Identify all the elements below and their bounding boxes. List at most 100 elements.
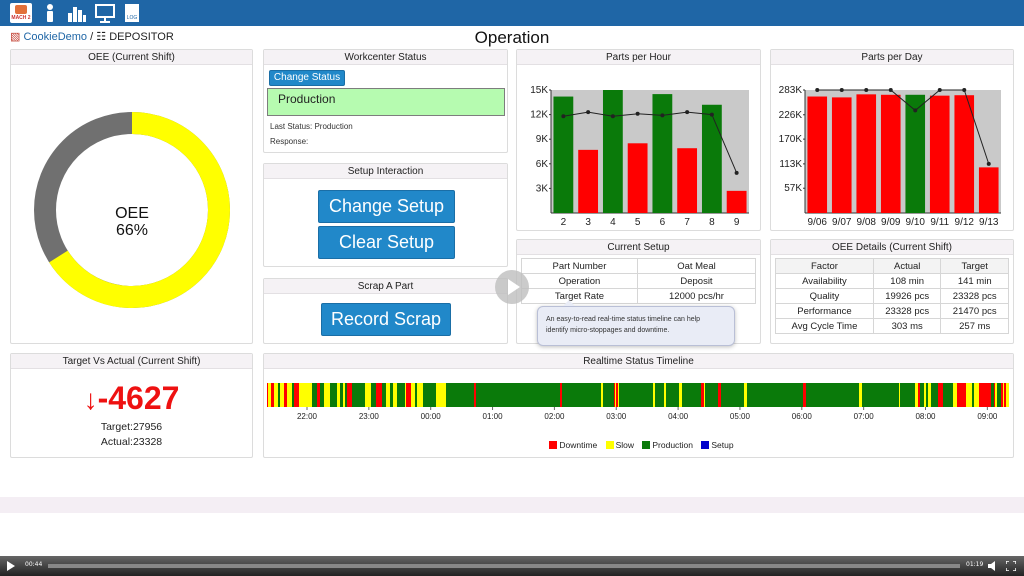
play-overlay-icon[interactable] [495, 270, 529, 304]
status-segment [616, 383, 618, 407]
time-tick-label: 02:00 [544, 412, 565, 421]
trend-point [709, 112, 714, 117]
y-tick-label: 283K [779, 85, 803, 96]
time-tick-label: 06:00 [792, 412, 813, 421]
time-tick-label: 00:00 [421, 412, 442, 421]
table-header-row: Factor Actual Target [775, 258, 1009, 274]
log-icon-label: LOG [127, 15, 138, 21]
status-segment [280, 383, 284, 407]
change-status-button[interactable]: Change Status [269, 70, 345, 86]
equipment-icon: ☷ [96, 31, 107, 43]
status-timeline-title: Realtime Status Timeline [264, 354, 1013, 369]
status-segment [271, 383, 274, 407]
y-tick-label: 6K [536, 159, 549, 170]
status-segment [986, 383, 989, 407]
setup-interaction-title: Setup Interaction [264, 164, 507, 179]
status-segment [311, 383, 312, 407]
status-segment [411, 383, 412, 407]
status-segment [307, 383, 311, 407]
volume-icon[interactable] [988, 561, 998, 571]
info-tooltip: An easy-to-read real-time status timelin… [537, 300, 735, 346]
target-vs-actual-title: Target Vs Actual (Current Shift) [11, 354, 252, 369]
video-progress-track[interactable] [48, 564, 960, 568]
table-cell: 21470 pcs [940, 303, 1009, 319]
status-segment [957, 383, 959, 407]
table-cell: Part Number [521, 258, 638, 274]
status-segment [916, 383, 918, 407]
bar [831, 97, 852, 213]
table-cell: 23328 pcs [940, 288, 1009, 304]
status-segment [803, 383, 806, 407]
status-segment [267, 383, 268, 407]
status-segment [994, 383, 995, 407]
current-setup-title: Current Setup [517, 240, 760, 255]
bar [856, 94, 877, 213]
trend-point [913, 108, 918, 113]
breadcrumb: ▧ CookieDemo / ☷ DEPOSITOR [10, 30, 174, 43]
bar-chart-icon[interactable] [67, 3, 87, 23]
status-segment [653, 383, 655, 407]
monitor-icon[interactable] [95, 3, 115, 23]
bar [701, 104, 722, 213]
status-segment [1002, 383, 1003, 407]
status-segment [915, 383, 916, 407]
oee-filled-arc [34, 112, 230, 308]
status-segment [268, 383, 271, 407]
oee-donut-chart: OEE 66% [34, 112, 230, 308]
operator-icon[interactable] [40, 3, 60, 23]
time-tick-label: 23:00 [359, 412, 380, 421]
bar [602, 90, 623, 213]
change-setup-button[interactable]: Change Setup [318, 190, 455, 223]
breadcrumb-parent-link[interactable]: CookieDemo [23, 31, 88, 43]
status-segment [317, 383, 320, 407]
downtime-swatch [549, 441, 558, 449]
x-tick-label: 9/06 [808, 217, 828, 228]
table-cell: Deposit [636, 273, 757, 289]
down-arrow-icon: ↓ [83, 384, 98, 415]
parts-per-hour-title: Parts per Hour [517, 50, 760, 65]
status-segment [664, 383, 666, 407]
status-segment [614, 383, 615, 407]
status-segment [560, 383, 562, 407]
status-segment [928, 383, 931, 407]
mach2-logo-icon[interactable]: MACH 2 [10, 3, 32, 23]
current-setup-table: Part Number Oat Meal Operation Deposit Tar… [521, 258, 757, 304]
table-row: Part Number Oat Meal [521, 258, 757, 274]
timeline-base [267, 383, 1009, 407]
cookie-icon: ▧ [10, 31, 21, 43]
log-document-icon[interactable]: LOG [122, 3, 142, 23]
fullscreen-icon[interactable] [1006, 561, 1016, 571]
status-segment [327, 383, 330, 407]
status-segment [474, 383, 476, 407]
clear-setup-button[interactable]: Clear Setup [318, 226, 455, 259]
trend-point [888, 88, 893, 92]
table-cell: Target Rate [521, 288, 638, 304]
bar [954, 95, 975, 213]
bar [578, 149, 599, 213]
table-row: Quality 19926 pcs 23328 pcs [775, 288, 1009, 304]
table-row: Performance 23328 pcs 21470 pcs [775, 303, 1009, 319]
trend-point [986, 161, 991, 166]
parts-per-day-panel: Parts per Day 283K 226K 170K 113K 57K 9/06 9/0… [770, 49, 1014, 231]
target-vs-actual-panel: Target Vs Actual (Current Shift) ↓-4627 … [10, 353, 253, 458]
status-segment [379, 383, 382, 407]
x-tick-label: 7 [684, 217, 690, 228]
status-segment [413, 383, 415, 407]
response-text: Response: [270, 137, 309, 146]
trend-point [839, 88, 844, 92]
status-segment [295, 383, 299, 407]
y-tick-label: 170K [779, 134, 803, 145]
play-icon[interactable] [6, 561, 16, 571]
status-segment [347, 383, 352, 407]
bar [880, 94, 901, 213]
status-segment [304, 383, 307, 407]
record-scrap-button[interactable]: Record Scrap [321, 303, 451, 336]
status-segment [976, 383, 979, 407]
status-segment [421, 383, 422, 407]
status-segment [966, 383, 967, 407]
trend-point [937, 88, 942, 92]
legend-label: Downtime [559, 440, 598, 450]
status-segment [975, 383, 976, 407]
last-status-text: Last Status: Production [270, 122, 353, 131]
status-segment [953, 383, 957, 407]
